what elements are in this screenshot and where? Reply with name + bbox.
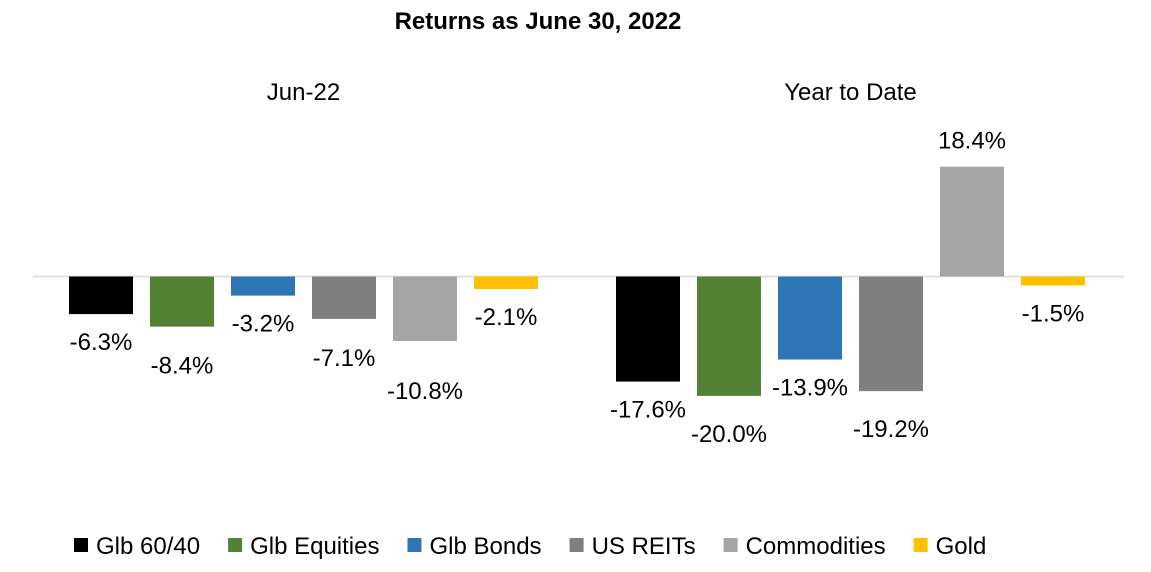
legend-label-us-reits: US REITs [592,533,696,560]
data-labels: -6.3% -17.6% -8.4% -20.0% -3.2% -13.9% -7.1% -1… [70,128,1085,448]
data-label-glb-60-40-year-to-date: -17.6% [610,397,686,424]
bar-gold-jun-22 [474,276,538,290]
legend-swatch-gold [913,538,928,552]
data-label-us-reits-jun-22: -7.1% [313,345,376,372]
legend-swatch-commodities [723,538,738,552]
data-label-glb-equities-jun-22: -8.4% [151,353,214,380]
legend-label-glb-bonds: Glb Bonds [429,533,541,560]
data-label-glb-bonds-jun-22: -3.2% [232,311,295,338]
data-label-gold-year-to-date: -1.5% [1022,300,1085,327]
bars [69,166,1085,396]
group-labels: Jun-22 Year to Date [267,79,917,106]
data-label-glb-60-40-jun-22: -6.3% [70,329,133,356]
legend-label-gold: Gold [936,533,987,560]
bar-glb-bonds-jun-22 [231,276,295,296]
bar-glb-equities-year-to-date [697,276,761,396]
legend-swatch-us-reits [569,538,584,552]
legend-label-glb-60-40: Glb 60/40 [96,533,200,560]
legend-swatch-glb-60-40 [74,538,88,552]
group-label-year-to-date: Year to Date [784,79,917,106]
bar-us-reits-year-to-date [859,276,923,392]
bar-glb-bonds-year-to-date [778,276,842,360]
bar-gold-year-to-date [1021,276,1085,286]
data-label-commodities-jun-22: -10.8% [387,378,463,405]
data-label-commodities-year-to-date: 18.4% [938,128,1006,155]
legend-swatch-glb-bonds [407,538,422,552]
legend-label-glb-equities: Glb Equities [250,533,379,560]
data-label-glb-equities-year-to-date: -20.0% [691,421,767,448]
legend-label-commodities: Commodities [746,533,886,560]
bar-glb-60-40-jun-22 [69,276,133,315]
bar-us-reits-jun-22 [312,276,376,319]
bar-glb-equities-jun-22 [150,276,214,327]
legend: Glb 60/40 Glb Equities Glb Bonds US REITs Co… [74,533,986,560]
data-label-us-reits-year-to-date: -19.2% [853,416,929,443]
data-label-glb-bonds-year-to-date: -13.9% [772,374,848,401]
bar-commodities-year-to-date [940,166,1004,277]
chart-title: Returns as June 30, 2022 [395,8,682,35]
bar-commodities-jun-22 [393,276,457,341]
group-label-jun-22: Jun-22 [267,79,340,106]
legend-swatch-glb-equities [228,538,243,552]
data-label-gold-jun-22: -2.1% [475,304,538,331]
bar-glb-60-40-year-to-date [616,276,680,382]
